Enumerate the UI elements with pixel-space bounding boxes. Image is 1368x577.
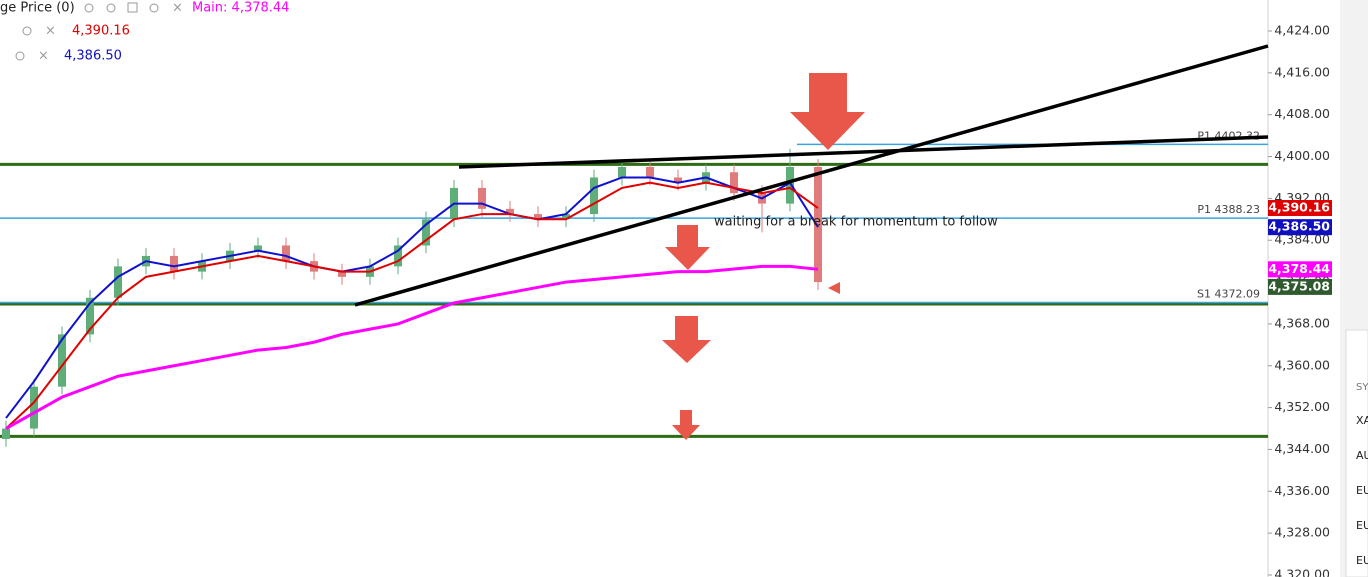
candle-body xyxy=(506,208,514,215)
candle-body xyxy=(58,334,66,387)
price-badge xyxy=(1268,261,1332,278)
icon-close[interactable]: × xyxy=(172,1,183,16)
annotation: waiting for a break for momentum to foll… xyxy=(714,215,998,230)
icon xyxy=(15,51,25,61)
moving-average xyxy=(5,176,819,419)
icon xyxy=(127,2,138,13)
watchlist-panel xyxy=(1345,329,1368,577)
y-tick-label: 4,320.00 xyxy=(1274,567,1330,577)
candle-body xyxy=(282,245,290,262)
candle-body xyxy=(786,167,794,204)
watchlist-symbol: EU xyxy=(1356,484,1368,497)
candle-body xyxy=(562,214,570,220)
legend-value: 4,390.16 xyxy=(72,24,130,39)
candle-body xyxy=(478,187,486,209)
icon xyxy=(84,3,94,13)
down-arrow xyxy=(672,410,700,440)
candle-body xyxy=(2,428,10,439)
icon xyxy=(149,3,159,13)
y-tick-label: 4,400.00 xyxy=(1274,148,1330,163)
price-badge xyxy=(1268,219,1332,236)
watchlist-symbol: AU xyxy=(1356,449,1368,462)
candle-body xyxy=(814,167,822,283)
candle-body xyxy=(170,255,178,272)
candle-body xyxy=(646,167,654,178)
pivot-label: S1 4372.09 xyxy=(1197,288,1260,301)
pivot-label: P1 4388.23 xyxy=(1197,203,1260,216)
price-badge xyxy=(1268,200,1332,217)
y-tick-label: 4,328.00 xyxy=(1274,525,1330,540)
y-tick-label: 4,368.00 xyxy=(1274,315,1330,330)
watchlist-symbol: EU xyxy=(1356,519,1368,532)
moving-average xyxy=(5,264,819,430)
legend-indicator: ge Price (0) xyxy=(0,1,75,16)
y-tick-label: 4,360.00 xyxy=(1274,357,1330,372)
price-badge-label: 4,378.44 xyxy=(1268,261,1330,276)
icon-close[interactable]: × xyxy=(38,49,49,64)
legend-main: Main: 4,378.44 xyxy=(192,1,289,16)
icon-close[interactable]: × xyxy=(45,24,56,39)
moving-average xyxy=(5,181,819,430)
candle-body xyxy=(394,245,402,267)
icon xyxy=(106,3,116,13)
price-badge-label: 4,386.50 xyxy=(1268,219,1330,234)
watchlist-symbol: XA xyxy=(1356,414,1368,427)
candle-body xyxy=(674,177,682,183)
icon xyxy=(22,26,32,36)
y-tick-label: 4,344.00 xyxy=(1274,441,1330,456)
candle-body xyxy=(30,386,38,429)
trendline xyxy=(458,135,1269,169)
candle-body xyxy=(422,219,430,246)
y-tick-label: 4,336.00 xyxy=(1274,483,1330,498)
candle-body xyxy=(590,177,598,215)
down-arrow xyxy=(662,316,711,363)
candle-body xyxy=(338,271,346,277)
y-tick-label: 4,384.00 xyxy=(1274,232,1330,247)
candle-body xyxy=(534,214,542,220)
price-badge-label: 4,390.16 xyxy=(1268,200,1330,215)
y-tick-label: 4,416.00 xyxy=(1274,64,1330,79)
price-badge xyxy=(1268,278,1332,295)
candle-body xyxy=(618,167,626,178)
watchlist-header: SY xyxy=(1356,382,1368,393)
y-tick-label: 4,352.00 xyxy=(1274,399,1330,414)
legend-value: 4,386.50 xyxy=(64,49,122,64)
price-marker xyxy=(828,282,840,294)
watchlist-symbol: EU xyxy=(1356,554,1368,567)
trendline xyxy=(354,44,1269,307)
y-tick-label: 4,424.00 xyxy=(1274,23,1330,38)
price-badge-label: 4,375.08 xyxy=(1268,278,1330,293)
candle-body xyxy=(114,266,122,298)
y-tick-label: 4,408.00 xyxy=(1274,106,1330,121)
down-arrow xyxy=(790,73,865,150)
candle-body xyxy=(254,245,262,251)
candle-body xyxy=(730,172,738,194)
candle-body xyxy=(86,297,94,335)
down-arrow xyxy=(665,225,710,270)
